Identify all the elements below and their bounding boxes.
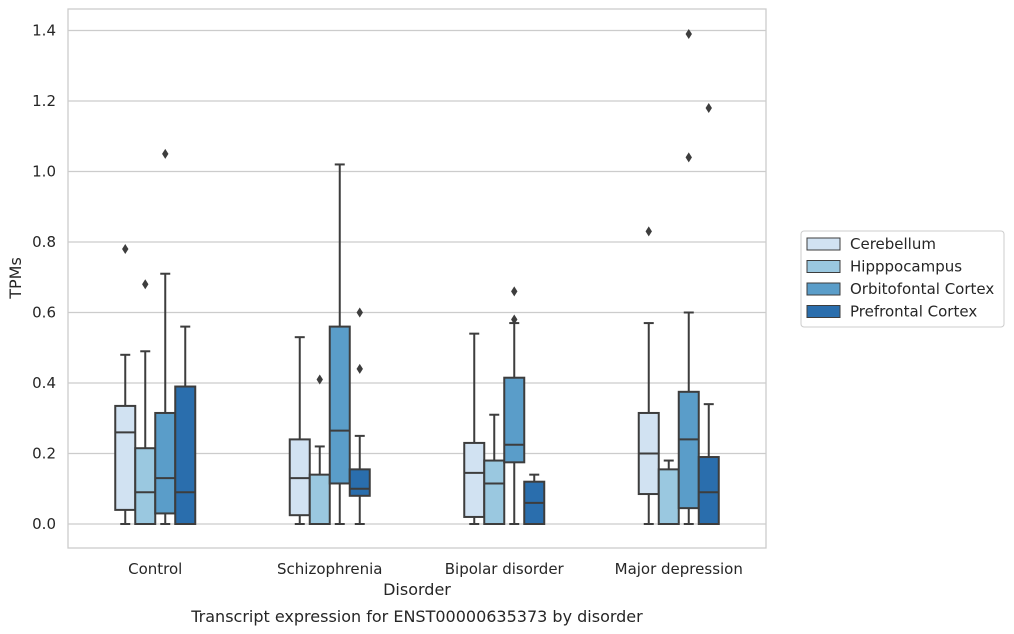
x-tick-label: Bipolar disorder bbox=[445, 560, 565, 578]
chart-caption: Transcript expression for ENST0000063537… bbox=[190, 607, 643, 626]
iqr-box bbox=[134, 447, 157, 525]
iqr-box bbox=[114, 404, 137, 511]
iqr-box bbox=[328, 325, 351, 485]
box-2-0 bbox=[463, 332, 486, 525]
y-tick-label: 0.2 bbox=[32, 445, 56, 463]
y-tick-label: 0.6 bbox=[32, 304, 56, 322]
outlier-marker bbox=[142, 279, 149, 290]
iqr-box bbox=[308, 473, 331, 525]
iqr-box bbox=[503, 376, 526, 464]
box-2-1 bbox=[483, 413, 506, 525]
y-tick-label: 0.4 bbox=[32, 374, 56, 392]
box-0-2 bbox=[154, 148, 177, 525]
y-tick-label: 1.0 bbox=[32, 163, 56, 181]
box-3-0 bbox=[637, 226, 660, 525]
iqr-box bbox=[348, 468, 371, 497]
iqr-box bbox=[463, 441, 486, 518]
legend-label: Hipppocampus bbox=[850, 258, 962, 276]
outlier-marker bbox=[316, 374, 323, 385]
outlier-marker bbox=[162, 148, 169, 159]
iqr-box bbox=[657, 468, 680, 525]
box-2-3 bbox=[523, 473, 546, 526]
box-1-0 bbox=[288, 336, 311, 525]
x-tick-label: Major depression bbox=[615, 560, 743, 578]
legend-swatch bbox=[806, 237, 841, 251]
x-axis-label: Disorder bbox=[383, 580, 451, 599]
box-0-1 bbox=[134, 279, 157, 525]
box-3-2 bbox=[677, 29, 700, 525]
box-3-3 bbox=[697, 103, 720, 525]
legend-label: Orbitofontal Cortex bbox=[850, 280, 994, 298]
iqr-box bbox=[697, 456, 720, 525]
y-axis-ticks: 0.0 0.2 0.4 0.6 0.8 1.0 1.2 1.4 bbox=[32, 22, 56, 534]
legend: Cerebellum Hipppocampus Orbitofontal Corte… bbox=[800, 230, 1005, 328]
iqr-box bbox=[677, 390, 700, 510]
x-tick-label: Schizophrenia bbox=[277, 560, 382, 578]
y-axis-label: TPMs bbox=[6, 257, 25, 300]
iqr-box bbox=[154, 411, 177, 515]
legend-label: Prefrontal Cortex bbox=[850, 303, 977, 321]
plot-frame bbox=[67, 8, 767, 549]
iqr-box bbox=[483, 459, 506, 525]
outlier-marker bbox=[645, 226, 652, 237]
legend-label: Cerebellum bbox=[850, 235, 936, 253]
iqr-box bbox=[174, 385, 197, 525]
y-tick-label: 0.0 bbox=[32, 515, 56, 533]
outlier-marker bbox=[356, 307, 363, 318]
outlier-marker bbox=[356, 363, 363, 374]
outlier-marker bbox=[685, 29, 692, 40]
legend-frame bbox=[800, 230, 1005, 328]
legend-swatch bbox=[806, 305, 841, 318]
outlier-marker bbox=[511, 314, 518, 325]
legend-swatch bbox=[806, 260, 841, 273]
outlier-marker bbox=[511, 286, 518, 297]
y-tick-label: 1.4 bbox=[32, 22, 56, 40]
box-2-2 bbox=[503, 286, 526, 525]
y-tick-label: 1.2 bbox=[32, 92, 56, 110]
box-1-3 bbox=[348, 307, 371, 525]
box-0-0 bbox=[114, 244, 137, 525]
outlier-marker bbox=[685, 152, 692, 163]
box-1-2 bbox=[328, 163, 351, 525]
legend-swatch bbox=[806, 282, 841, 296]
box-0-3 bbox=[174, 325, 197, 525]
plot-boxes bbox=[114, 29, 720, 526]
x-axis-ticks: Control Schizophrenia Bipolar disorder Majo… bbox=[128, 560, 743, 578]
box-1-1 bbox=[308, 374, 331, 525]
outlier-marker bbox=[122, 244, 129, 255]
x-tick-label: Control bbox=[128, 560, 182, 578]
y-tick-label: 0.8 bbox=[32, 233, 56, 251]
outlier-marker bbox=[705, 103, 712, 114]
box-3-1 bbox=[657, 459, 680, 525]
